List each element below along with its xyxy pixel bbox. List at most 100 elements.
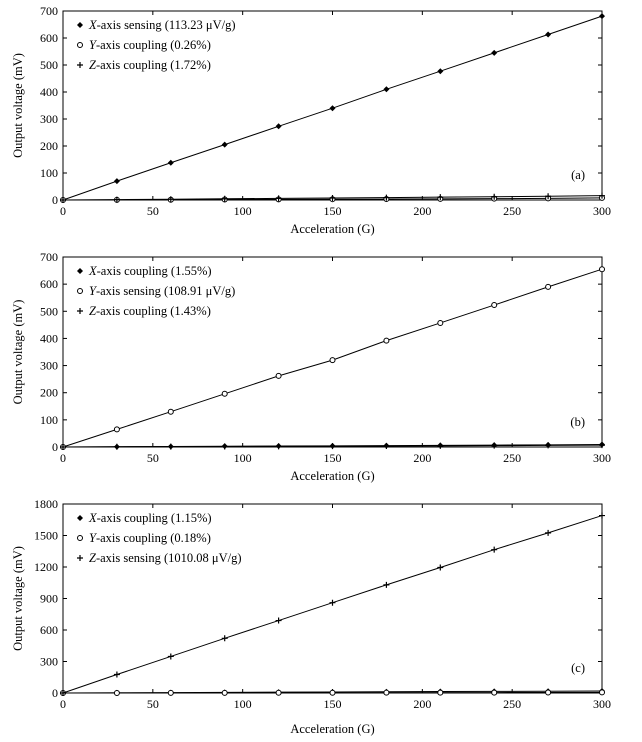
- data-point: [275, 123, 282, 130]
- data-point: [599, 13, 605, 20]
- x-tick-label: 300: [593, 697, 611, 711]
- legend-entry: Z-axis sensing (1010.08 μV/g): [89, 551, 242, 565]
- y-tick-label: 500: [40, 304, 58, 318]
- data-point: [491, 442, 498, 449]
- data-point: [221, 195, 228, 202]
- data-point: [329, 357, 336, 364]
- legend-entry: X-axis sensing (113.23 μV/g): [88, 18, 236, 32]
- data-point: [221, 390, 228, 397]
- x-axis-label: Acceleration (G): [290, 469, 374, 483]
- series-x-axis: [60, 13, 605, 203]
- data-point: [383, 194, 390, 201]
- chart-panel-3: 0 50 100 150 200 250 300 0 300 600 900 1200 1500 1800…: [11, 497, 611, 736]
- x-tick-label: 50: [147, 697, 159, 711]
- y-tick-label: 400: [40, 331, 58, 345]
- data-point: [491, 49, 498, 56]
- x-tick-label: 250: [503, 697, 521, 711]
- x-tick-label: 100: [234, 451, 252, 465]
- data-point: [491, 193, 498, 200]
- data-point: [545, 193, 552, 200]
- data-point: [599, 192, 605, 199]
- y-tick-label: 100: [40, 413, 58, 427]
- y-axis-label: Output voltage (mV): [11, 300, 25, 405]
- data-point: [221, 443, 228, 450]
- x-tick-label: 200: [413, 451, 431, 465]
- y-tick-label: 600: [40, 623, 58, 637]
- x-tick-label: 250: [503, 204, 521, 218]
- y-axis-label: Output voltage (mV): [11, 546, 25, 651]
- series-z-axis: [60, 192, 605, 203]
- data-point: [221, 141, 228, 148]
- x-tick-label: 250: [503, 451, 521, 465]
- legend-entry: Y-axis sensing (108.91 μV/g): [89, 284, 235, 298]
- panel-tag: (a): [571, 168, 585, 182]
- data-point: [221, 635, 228, 642]
- data-point: [329, 194, 336, 201]
- chart-panel-1: 0 50 100 150 200 250 300 0 100 200 300 400 500 600 700…: [11, 4, 611, 236]
- y-tick-label: 900: [40, 592, 58, 606]
- legend-entry: Z-axis coupling (1.72%): [89, 58, 211, 72]
- legend-entry: Y-axis coupling (0.18%): [89, 531, 211, 545]
- y-tick-label: 500: [40, 58, 58, 72]
- data-point: [383, 337, 390, 344]
- x-tick-label: 0: [60, 204, 66, 218]
- x-tick-label: 100: [234, 204, 252, 218]
- series-z-axis: [60, 442, 605, 450]
- data-point: [113, 426, 120, 433]
- legend-marker: [77, 42, 83, 48]
- data-point: [383, 689, 390, 696]
- y-tick-label: 200: [40, 139, 58, 153]
- legend-marker: [77, 268, 83, 274]
- data-point: [113, 196, 120, 203]
- data-point: [113, 443, 120, 450]
- data-point: [113, 689, 120, 696]
- legend-marker: [77, 288, 83, 294]
- y-tick-label: 300: [40, 359, 58, 373]
- x-tick-label: 100: [234, 697, 252, 711]
- data-point: [167, 159, 174, 166]
- data-point: [167, 653, 174, 660]
- data-point: [599, 266, 605, 273]
- legend-marker: [77, 515, 83, 521]
- y-tick-label: 700: [40, 250, 58, 264]
- legend-marker: [77, 555, 83, 561]
- data-point: [599, 512, 605, 519]
- data-point: [329, 689, 336, 696]
- y-tick-label: 300: [40, 655, 58, 669]
- x-tick-label: 0: [60, 451, 66, 465]
- data-point: [383, 581, 390, 588]
- data-point: [275, 443, 282, 450]
- data-point: [60, 444, 66, 450]
- data-point: [275, 689, 282, 696]
- legend-marker: [77, 308, 83, 314]
- data-point: [545, 689, 552, 696]
- data-point: [599, 689, 605, 696]
- x-tick-label: 150: [324, 697, 342, 711]
- x-axis-label: Acceleration (G): [290, 222, 374, 236]
- y-tick-label: 0: [52, 193, 58, 207]
- x-tick-label: 200: [413, 204, 431, 218]
- y-tick-label: 200: [40, 386, 58, 400]
- data-point: [221, 689, 228, 696]
- data-point: [329, 599, 336, 606]
- y-tick-label: 600: [40, 277, 58, 291]
- data-point: [599, 442, 605, 449]
- legend: X-axis sensing (113.23 μV/g) Y-axis coupl…: [77, 18, 236, 72]
- data-point: [383, 443, 390, 450]
- x-axis-label: Acceleration (G): [290, 722, 374, 736]
- y-tick-label: 300: [40, 112, 58, 126]
- legend-marker: [77, 62, 83, 68]
- data-point: [437, 564, 444, 571]
- data-point: [275, 372, 282, 379]
- data-point: [491, 302, 498, 309]
- legend-marker: [77, 22, 83, 28]
- panel-tag: (c): [571, 661, 585, 675]
- data-point: [275, 617, 282, 624]
- y-tick-label: 0: [52, 686, 58, 700]
- data-point: [545, 442, 552, 449]
- legend-entry: Y-axis coupling (0.26%): [89, 38, 211, 52]
- x-tick-label: 0: [60, 697, 66, 711]
- y-tick-label: 0: [52, 440, 58, 454]
- data-point: [545, 529, 552, 536]
- x-tick-label: 50: [147, 204, 159, 218]
